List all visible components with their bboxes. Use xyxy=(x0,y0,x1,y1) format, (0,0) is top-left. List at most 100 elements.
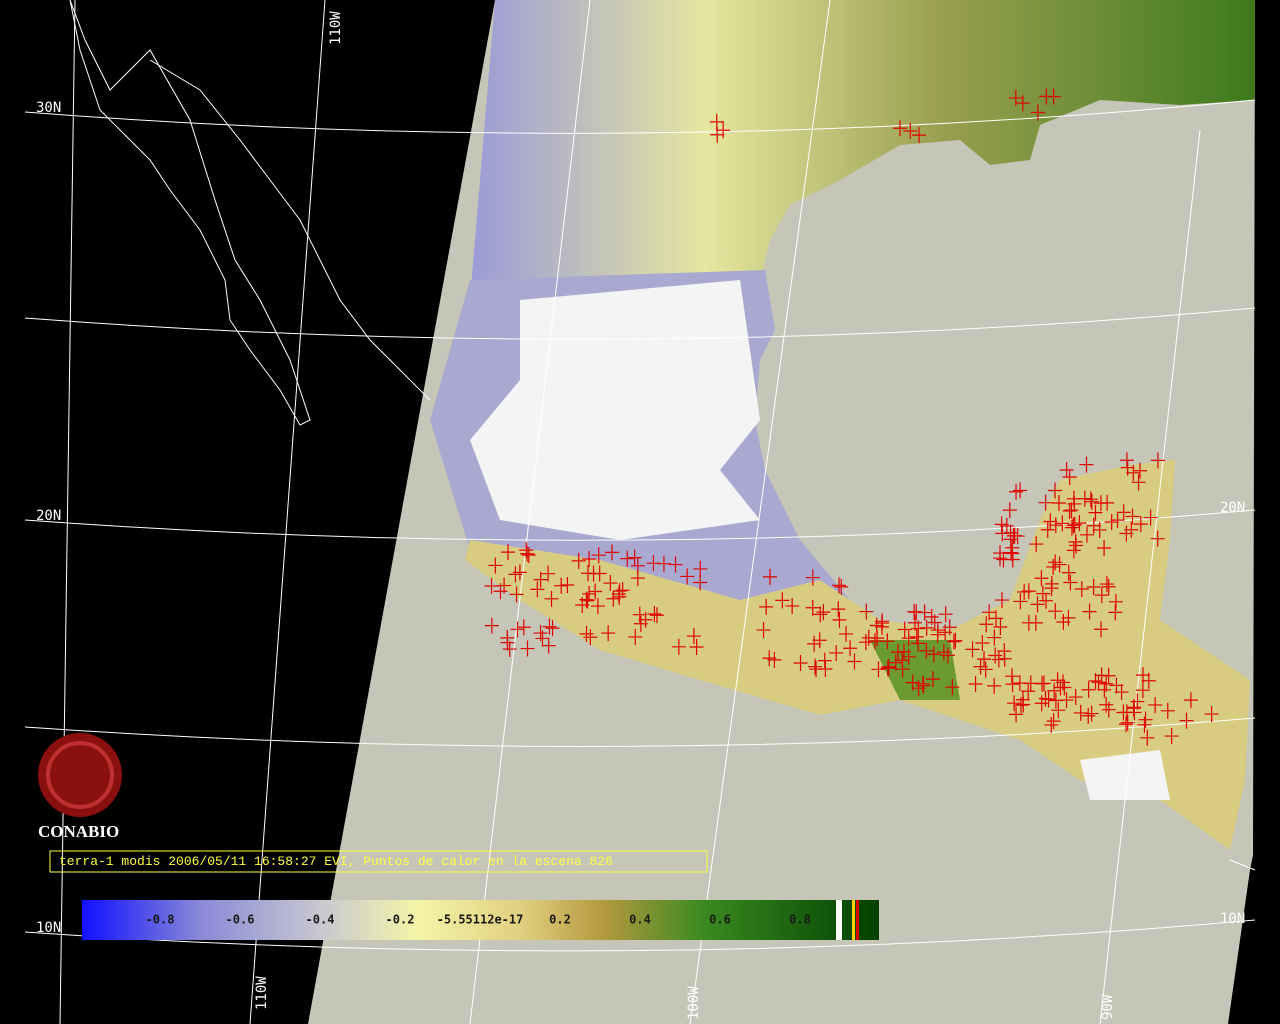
hotspot xyxy=(580,592,595,609)
lon-label: 90W xyxy=(1100,994,1116,1020)
hotspot xyxy=(671,638,686,655)
hotspot xyxy=(1053,679,1068,696)
colorbar-label: -0.8 xyxy=(146,913,175,927)
hotspot xyxy=(519,542,534,559)
hotspot xyxy=(982,604,997,621)
hotspot xyxy=(1005,545,1020,562)
hotspot xyxy=(808,658,823,675)
hotspot xyxy=(689,638,704,655)
hotspot xyxy=(1034,570,1049,587)
hotspot xyxy=(1119,525,1134,542)
hotspot xyxy=(847,653,862,670)
hotspot xyxy=(996,551,1011,568)
colorbar-label: 0.2 xyxy=(549,913,571,927)
hotspot xyxy=(895,652,910,669)
hotspot xyxy=(1148,696,1163,713)
hotspot xyxy=(590,598,605,615)
hotspot xyxy=(1064,502,1079,519)
hotspot xyxy=(1039,592,1054,609)
hotspot xyxy=(942,619,957,636)
hotspot xyxy=(1091,674,1106,691)
hotspot xyxy=(909,628,924,645)
hotspot xyxy=(995,592,1010,609)
hotspot xyxy=(930,626,945,643)
hotspot xyxy=(605,544,619,561)
hotspot xyxy=(586,565,601,582)
hotspot xyxy=(785,597,800,614)
hotspot xyxy=(903,122,918,139)
hotspot xyxy=(834,578,849,595)
hotspot xyxy=(809,661,824,678)
hotspot xyxy=(1164,728,1179,745)
hotspot xyxy=(502,641,517,658)
hotspot xyxy=(1108,593,1123,610)
hotspot xyxy=(680,568,695,585)
hotspot xyxy=(1041,691,1056,708)
hotspot xyxy=(977,651,992,668)
hotspot xyxy=(1086,579,1101,596)
hotspot xyxy=(520,640,535,657)
lat-label: 10N xyxy=(1220,911,1245,927)
hotspot xyxy=(945,679,960,696)
hotspot xyxy=(897,621,912,638)
hotspot xyxy=(668,556,683,573)
hotspot xyxy=(497,577,512,594)
hotspot xyxy=(512,564,527,581)
hotspot xyxy=(1137,716,1152,733)
hotspot xyxy=(583,629,598,646)
hotspot xyxy=(615,582,630,599)
hotspot xyxy=(544,590,559,607)
hotspot xyxy=(1046,558,1061,575)
hotspot xyxy=(1082,603,1097,620)
hotspot xyxy=(829,644,844,661)
hotspot xyxy=(1044,580,1059,597)
hotspot xyxy=(1038,494,1053,511)
hotspot xyxy=(1101,667,1116,684)
logo-text: CONABIO xyxy=(38,822,119,841)
hotspot xyxy=(1077,490,1092,507)
hotspot xyxy=(484,617,499,634)
hotspot xyxy=(1056,614,1071,631)
hotspot xyxy=(988,647,1003,664)
hotspot xyxy=(870,630,885,647)
hotspot xyxy=(1101,578,1116,595)
land xyxy=(870,640,960,700)
hotspot xyxy=(1030,104,1045,121)
colorbar xyxy=(82,900,879,940)
hotspot xyxy=(1055,515,1070,532)
hotspot xyxy=(1051,702,1066,719)
hotspot xyxy=(775,592,790,609)
hotspot xyxy=(925,671,940,688)
hotspot xyxy=(1083,491,1098,508)
hotspot xyxy=(1179,712,1194,729)
lon-label: 100W xyxy=(686,986,702,1020)
hotspot xyxy=(1016,696,1031,713)
hotspot xyxy=(1108,604,1123,621)
hotspot xyxy=(1094,587,1109,604)
hotspot xyxy=(530,581,545,598)
colorbar-swatch xyxy=(836,900,842,940)
hotspot xyxy=(647,606,662,623)
hotspot xyxy=(1132,462,1147,479)
land xyxy=(470,0,1255,300)
hotspot xyxy=(1048,517,1063,534)
hotspot xyxy=(1002,502,1017,519)
hotspot xyxy=(1069,537,1084,554)
hotspot xyxy=(948,632,963,649)
hotspot xyxy=(1099,675,1114,692)
hotspot xyxy=(693,560,708,577)
hotspot xyxy=(606,590,621,607)
hotspot xyxy=(1131,474,1146,491)
hotspot xyxy=(1110,512,1125,529)
hotspot xyxy=(911,680,926,697)
hotspot xyxy=(542,618,557,635)
colorbar-swatch xyxy=(856,900,859,940)
hotspot xyxy=(979,616,994,633)
hotspot xyxy=(1073,704,1088,721)
hotspot xyxy=(907,614,922,631)
hotspot xyxy=(1059,692,1074,709)
hotspot xyxy=(1079,456,1094,473)
hotspot xyxy=(571,552,586,569)
hotspot xyxy=(1141,672,1156,689)
